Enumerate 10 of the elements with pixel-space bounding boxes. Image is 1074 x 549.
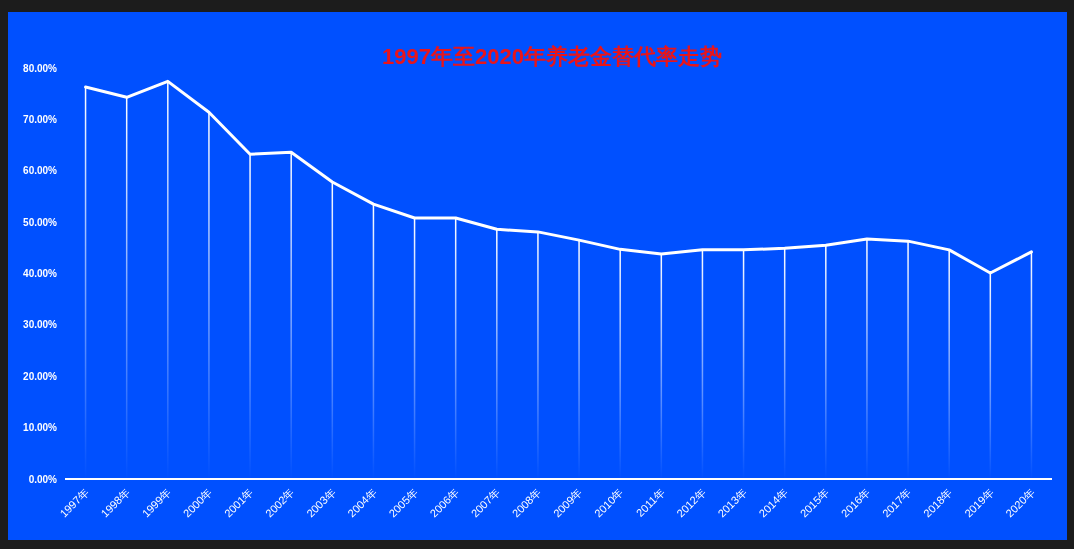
y-tick-label: 70.00% xyxy=(23,113,58,125)
y-tick-label: 80.00% xyxy=(23,62,58,74)
y-tick-label: 30.00% xyxy=(23,319,58,331)
y-tick-label: 20.00% xyxy=(23,370,58,382)
chart-title: 1997年至2020年养老金替代率走势 xyxy=(382,44,722,69)
y-tick-label: 10.00% xyxy=(23,422,58,434)
y-tick-label: 50.00% xyxy=(23,216,58,228)
y-tick-label: 0.00% xyxy=(28,473,58,485)
y-tick-label: 40.00% xyxy=(23,268,58,279)
y-tick-label: 60.00% xyxy=(23,165,58,177)
